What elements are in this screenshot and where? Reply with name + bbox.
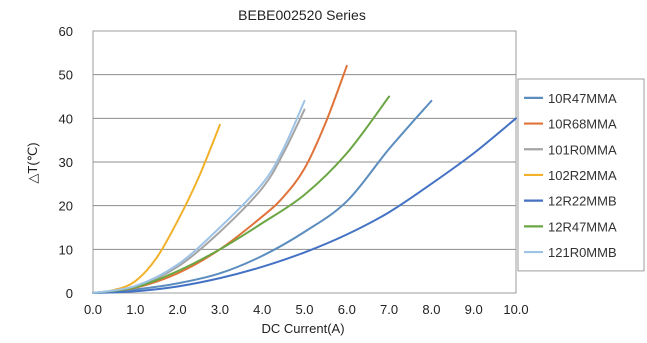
y-tick-label: 10	[59, 242, 73, 257]
legend-label: 10R47MMA	[548, 91, 617, 106]
x-tick-label: 0.0	[84, 302, 102, 317]
y-tick-label: 0	[66, 286, 73, 301]
x-tick-label: 8.0	[422, 302, 440, 317]
y-tick-label: 60	[59, 24, 73, 39]
y-tick-label: 50	[59, 68, 73, 83]
chart-title: BEBE002520 Series	[238, 7, 366, 23]
y-axis: 0 10 20 30 40 50 60	[59, 24, 73, 301]
legend-label: 101R0MMA	[548, 142, 617, 157]
x-tick-label: 5.0	[295, 302, 313, 317]
series-line-12r22mmb	[92, 117, 517, 294]
x-tick-label: 10.0	[503, 302, 528, 317]
series-line-101r0mma	[92, 108, 306, 294]
x-tick-label: 7.0	[380, 302, 398, 317]
x-tick-label: 2.0	[169, 302, 187, 317]
x-tick-label: 9.0	[465, 302, 483, 317]
series-line-10r47mma	[92, 99, 433, 294]
plot-area	[92, 30, 517, 294]
x-tick-label: 3.0	[211, 302, 229, 317]
x-axis-title: DC Current(A)	[261, 321, 344, 336]
grid	[93, 74, 516, 250]
x-tick-label: 6.0	[338, 302, 356, 317]
series-lines	[92, 64, 517, 294]
x-axis: 0.0 1.0 2.0 3.0 4.0 5.0 6.0 7.0 8.0 9.0 10.0	[84, 302, 529, 317]
y-tick-label: 40	[59, 111, 73, 126]
series-line-121r0mmb	[92, 99, 306, 294]
legend-label: 102R2MMA	[548, 168, 617, 183]
y-axis-title: △T(℃)	[25, 142, 40, 183]
x-tick-label: 4.0	[253, 302, 271, 317]
legend: 10R47MMA 10R68MMA 101R0MMA 102R2MMA 12R22MMB…	[517, 78, 645, 272]
series-line-10r68mma	[92, 64, 348, 294]
series-line-12r47mma	[92, 95, 391, 294]
legend-label: 121R0MMB	[548, 245, 617, 260]
x-tick-label: 1.0	[126, 302, 144, 317]
y-tick-label: 30	[59, 155, 73, 170]
legend-label: 12R47MMA	[548, 219, 617, 234]
series-line-102r2mma	[92, 123, 221, 294]
y-tick-label: 20	[59, 199, 73, 214]
legend-label: 12R22MMB	[548, 194, 617, 209]
legend-label: 10R68MMA	[548, 117, 617, 132]
